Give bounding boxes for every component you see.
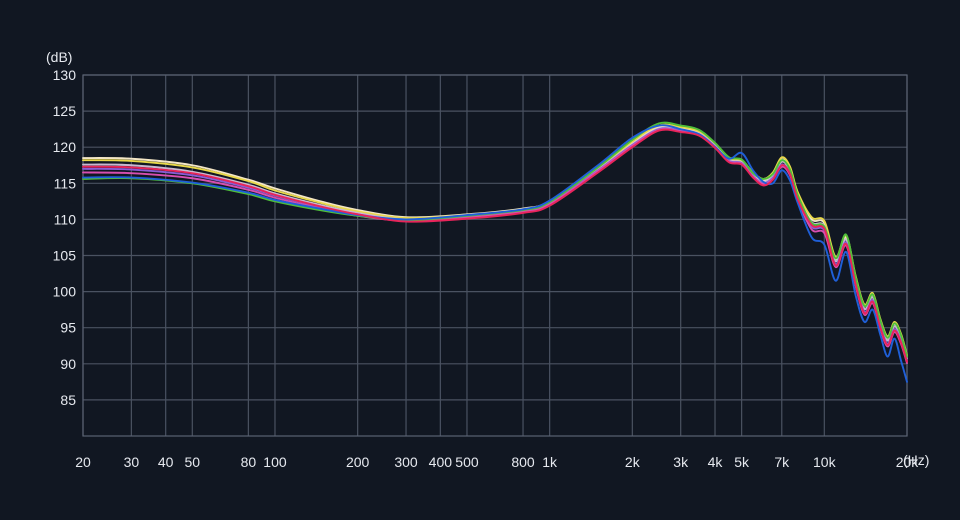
y-tick-label: 85 xyxy=(60,392,76,408)
y-tick-label: 130 xyxy=(53,67,77,83)
series-group xyxy=(82,121,908,383)
series-line xyxy=(82,127,908,362)
tick-labels: 85 90 95 100 105 110 115 120 125 130 20 30 40 50 80 100… xyxy=(53,67,920,470)
y-axis-unit: (dB) xyxy=(46,49,72,65)
x-tick-label: 5k xyxy=(734,454,750,470)
y-tick-label: 115 xyxy=(54,175,77,191)
x-tick-label: 500 xyxy=(455,454,479,470)
x-tick-label: 1k xyxy=(542,454,558,470)
y-tick-label: 110 xyxy=(54,211,77,227)
x-tick-label: 3k xyxy=(673,454,689,470)
x-tick-label: 7k xyxy=(774,454,790,470)
y-tick-label: 95 xyxy=(60,320,76,336)
x-tick-label: 2k xyxy=(625,454,641,470)
series-line xyxy=(82,128,908,363)
y-tick-label: 105 xyxy=(53,248,77,264)
y-tick-label: 90 xyxy=(60,356,76,372)
x-tick-label: 80 xyxy=(241,454,257,470)
y-tick-label: 125 xyxy=(53,103,77,119)
x-tick-label: 20k xyxy=(896,454,920,470)
x-axis-unit: (Hz) xyxy=(903,452,929,468)
x-tick-label: 400 xyxy=(429,454,453,470)
x-tick-label: 50 xyxy=(185,454,201,470)
x-tick-label: 800 xyxy=(511,454,535,470)
y-tick-label: 120 xyxy=(53,139,77,155)
x-tick-label: 40 xyxy=(158,454,174,470)
x-tick-label: 100 xyxy=(263,454,287,470)
x-tick-label: 10k xyxy=(813,454,837,470)
series-line xyxy=(82,126,908,360)
x-tick-label: 300 xyxy=(394,454,418,470)
grid xyxy=(82,74,908,437)
plot-frame xyxy=(82,74,908,437)
x-tick-label: 30 xyxy=(124,454,140,470)
x-tick-label: 200 xyxy=(346,454,370,470)
x-tick-label: 20 xyxy=(75,454,91,470)
x-tick-label: 4k xyxy=(708,454,724,470)
y-tick-label: 100 xyxy=(53,284,77,300)
